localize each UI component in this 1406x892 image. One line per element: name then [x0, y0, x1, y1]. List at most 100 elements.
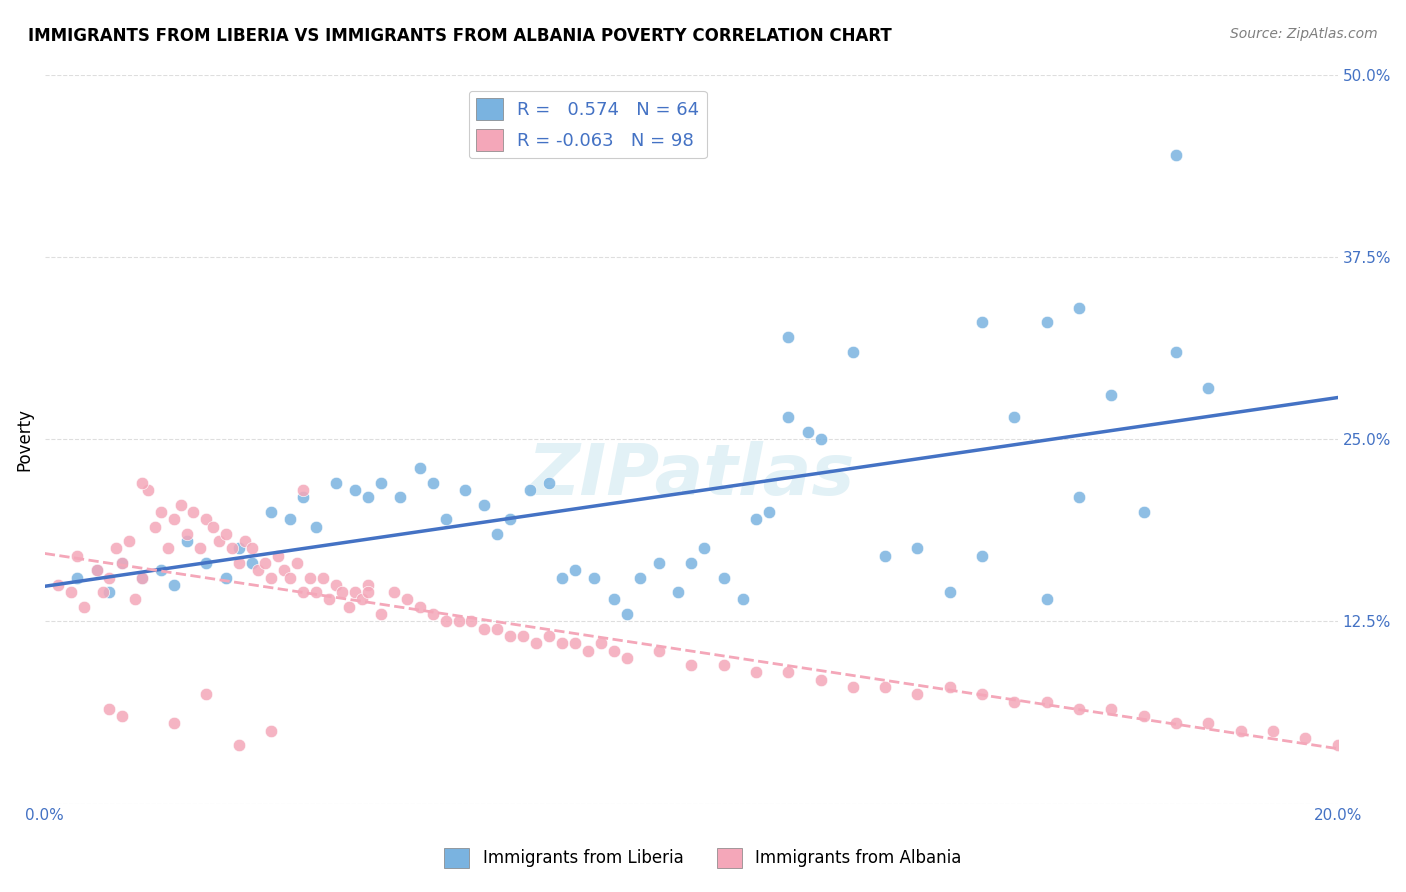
Point	[810, 432, 832, 446]
Point	[551, 571, 574, 585]
Point	[215, 571, 238, 585]
Point	[273, 563, 295, 577]
Point	[499, 629, 522, 643]
Point	[136, 483, 159, 497]
Point	[778, 330, 800, 344]
Point	[292, 483, 315, 497]
Point	[91, 585, 114, 599]
Point	[537, 475, 560, 490]
Point	[325, 475, 347, 490]
Point	[285, 556, 308, 570]
Point	[474, 622, 496, 636]
Point	[972, 315, 994, 329]
Point	[1229, 723, 1251, 738]
Point	[150, 505, 173, 519]
Point	[972, 687, 994, 701]
Point	[98, 585, 121, 599]
Point	[875, 549, 897, 563]
Text: Source: ZipAtlas.com: Source: ZipAtlas.com	[1230, 27, 1378, 41]
Point	[118, 534, 141, 549]
Point	[972, 549, 994, 563]
Point	[1132, 709, 1154, 723]
Point	[713, 658, 735, 673]
Point	[131, 571, 153, 585]
Point	[1035, 315, 1057, 329]
Point	[382, 585, 405, 599]
Point	[616, 607, 638, 621]
Point	[1164, 716, 1187, 731]
Point	[233, 534, 256, 549]
Point	[169, 498, 191, 512]
Point	[1004, 410, 1026, 425]
Point	[176, 534, 198, 549]
Point	[318, 592, 340, 607]
Point	[292, 491, 315, 505]
Point	[616, 650, 638, 665]
Point	[59, 585, 82, 599]
Point	[195, 556, 218, 570]
Point	[422, 475, 444, 490]
Point	[474, 498, 496, 512]
Point	[778, 665, 800, 680]
Point	[434, 615, 457, 629]
Point	[1035, 592, 1057, 607]
Point	[208, 534, 231, 549]
Point	[939, 680, 962, 694]
Point	[86, 563, 108, 577]
Point	[1294, 731, 1316, 745]
Point	[842, 344, 865, 359]
Point	[731, 592, 754, 607]
Point	[370, 475, 392, 490]
Text: IMMIGRANTS FROM LIBERIA VS IMMIGRANTS FROM ALBANIA POVERTY CORRELATION CHART: IMMIGRANTS FROM LIBERIA VS IMMIGRANTS FR…	[28, 27, 891, 45]
Point	[195, 512, 218, 526]
Point	[907, 687, 929, 701]
Point	[409, 461, 432, 475]
Point	[357, 578, 380, 592]
Point	[576, 643, 599, 657]
Point	[564, 563, 586, 577]
Point	[201, 519, 224, 533]
Point	[519, 483, 541, 497]
Point	[131, 571, 153, 585]
Point	[551, 636, 574, 650]
Point	[589, 636, 612, 650]
Point	[337, 599, 360, 614]
Point	[163, 512, 186, 526]
Text: ZIPatlas: ZIPatlas	[527, 441, 855, 510]
Point	[280, 512, 302, 526]
Point	[305, 585, 328, 599]
Legend: R =   0.574   N = 64, R = -0.063   N = 98: R = 0.574 N = 64, R = -0.063 N = 98	[468, 91, 707, 159]
Point	[72, 599, 94, 614]
Point	[422, 607, 444, 621]
Point	[266, 549, 288, 563]
Point	[86, 563, 108, 577]
Point	[240, 541, 263, 556]
Point	[350, 592, 373, 607]
Point	[298, 571, 321, 585]
Point	[758, 505, 780, 519]
Point	[260, 505, 283, 519]
Point	[564, 636, 586, 650]
Point	[486, 622, 509, 636]
Point	[1326, 739, 1348, 753]
Point	[111, 556, 134, 570]
Point	[537, 629, 560, 643]
Point	[143, 519, 166, 533]
Point	[1067, 491, 1090, 505]
Point	[111, 556, 134, 570]
Point	[370, 607, 392, 621]
Point	[46, 578, 69, 592]
Point	[512, 629, 534, 643]
Point	[1067, 301, 1090, 315]
Y-axis label: Poverty: Poverty	[15, 408, 32, 471]
Point	[305, 519, 328, 533]
Point	[460, 615, 482, 629]
Point	[1035, 694, 1057, 708]
Point	[228, 739, 250, 753]
Point	[176, 526, 198, 541]
Point	[240, 556, 263, 570]
Point	[907, 541, 929, 556]
Point	[796, 425, 818, 439]
Point	[344, 585, 367, 599]
Point	[602, 643, 624, 657]
